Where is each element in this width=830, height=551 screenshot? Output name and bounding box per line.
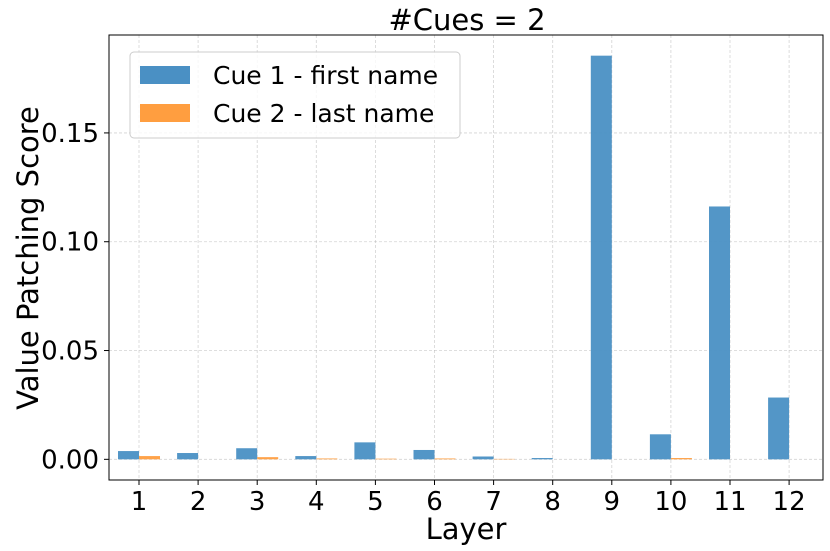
bar-cue-1-layer-6 bbox=[413, 449, 435, 460]
y-tick-label: 0.00 bbox=[41, 445, 99, 475]
legend: Cue 1 - first name Cue 2 - last name bbox=[129, 51, 461, 139]
bar-cue-1-layer-11 bbox=[709, 206, 730, 460]
legend-box bbox=[129, 51, 461, 139]
bar-cue-1-layer-3 bbox=[236, 448, 258, 460]
bar-cue-1-layer-2 bbox=[177, 453, 199, 460]
x-tick-label: 12 bbox=[773, 487, 806, 517]
bar-cue-1-layer-9 bbox=[590, 55, 612, 460]
bar-cue-1-layer-8 bbox=[531, 458, 553, 460]
bar-cue-2-layer-6 bbox=[434, 458, 456, 460]
y-tick-label: 0.15 bbox=[41, 119, 99, 149]
bars bbox=[118, 55, 790, 460]
x-tick-label: 10 bbox=[654, 487, 687, 517]
bar-cue-2-layer-1 bbox=[139, 456, 160, 460]
bar-cue-1-layer-4 bbox=[295, 456, 317, 460]
bar-cue-2-layer-5 bbox=[375, 458, 397, 460]
bar-cue-1-layer-7 bbox=[472, 456, 494, 460]
bar-cue-1-layer-5 bbox=[354, 442, 376, 460]
x-tick-label: 3 bbox=[249, 487, 266, 517]
x-tick-label: 11 bbox=[713, 487, 746, 517]
y-tick-label: 0.10 bbox=[41, 228, 99, 258]
chart-title: #Cues = 2 bbox=[388, 3, 545, 37]
plot-frame bbox=[108, 34, 824, 481]
bar-cue-1-layer-12 bbox=[768, 397, 790, 460]
x-tick-label: 4 bbox=[308, 487, 325, 517]
x-axis-label: Layer bbox=[426, 512, 507, 546]
legend-swatch-cue-1 bbox=[140, 66, 190, 84]
bar-cue-1-layer-10 bbox=[649, 434, 671, 460]
bar-cue-2-layer-4 bbox=[316, 458, 338, 460]
x-tick-label: 9 bbox=[604, 487, 621, 517]
y-tick-label: 0.05 bbox=[41, 337, 99, 367]
bar-cue-2-layer-3 bbox=[257, 457, 279, 460]
bar-cue-2-layer-10 bbox=[670, 458, 692, 460]
x-tick-label: 8 bbox=[544, 487, 561, 517]
y-axis-label: Value Patching Score bbox=[11, 106, 45, 410]
legend-label-cue-1: Cue 1 - first name bbox=[213, 61, 438, 90]
x-tick-label: 5 bbox=[367, 487, 384, 517]
x-tick-label: 1 bbox=[131, 487, 148, 517]
x-tick-label: 2 bbox=[190, 487, 207, 517]
bar-cue-1-layer-1 bbox=[118, 451, 139, 460]
x-ticks: 1 2 3 4 5 6 7 8 9 10 11 12 bbox=[131, 480, 806, 517]
legend-swatch-cue-2 bbox=[140, 104, 190, 122]
x-tick-label: 6 bbox=[426, 487, 443, 517]
y-ticks: 0.00 0.05 0.10 0.15 bbox=[41, 119, 109, 475]
legend-label-cue-2: Cue 2 - last name bbox=[213, 99, 434, 128]
x-tick-label: 7 bbox=[485, 487, 502, 517]
